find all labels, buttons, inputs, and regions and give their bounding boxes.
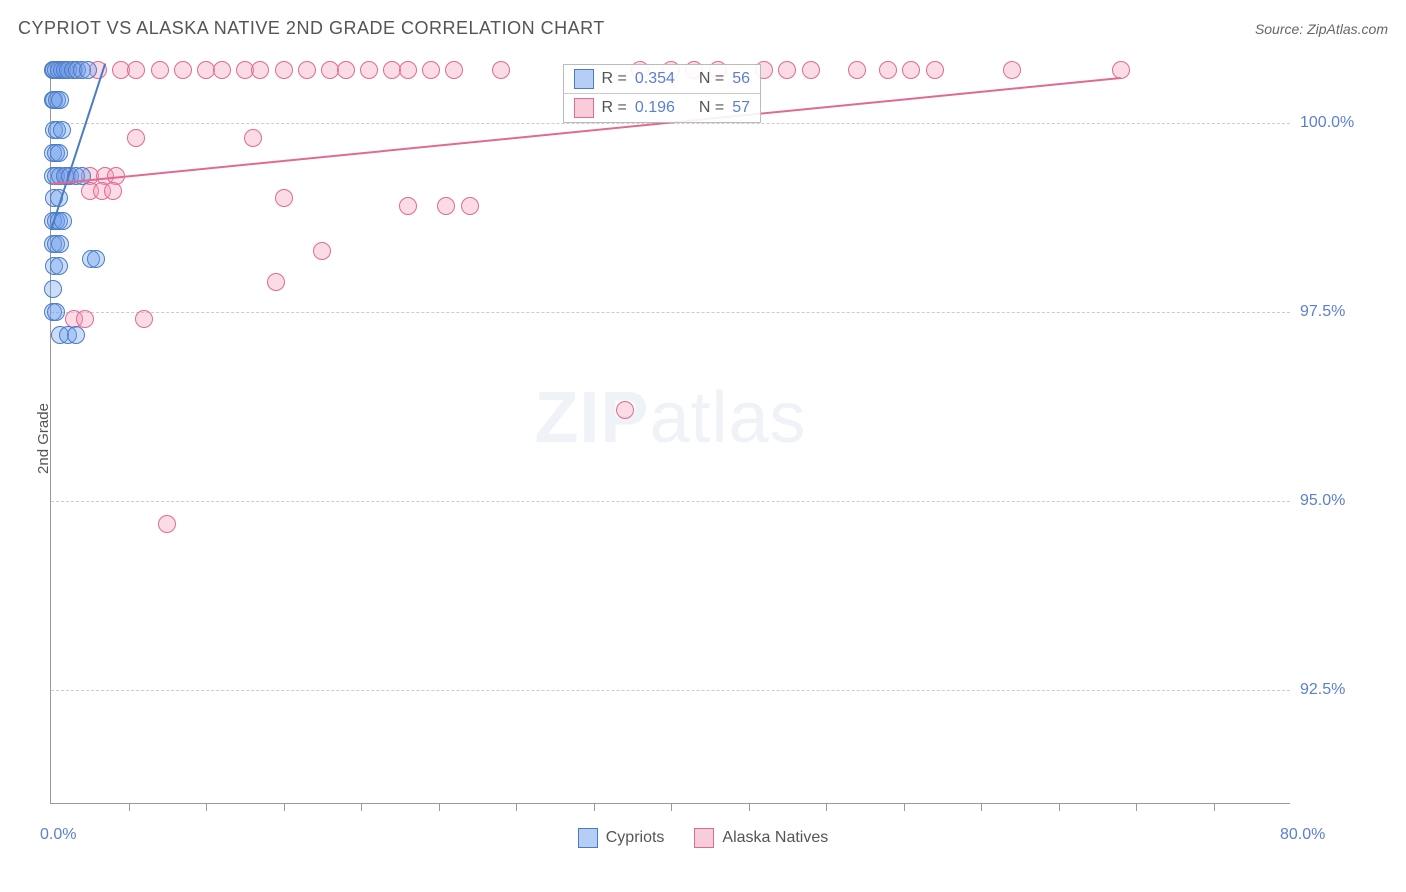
- data-point-blue: [53, 121, 71, 139]
- x-tick: [1136, 803, 1137, 811]
- chart-header: CYPRIOT VS ALASKA NATIVE 2ND GRADE CORRE…: [18, 18, 1388, 39]
- data-point-blue: [50, 257, 68, 275]
- x-tick: [671, 803, 672, 811]
- scatter-chart: ZIPatlas R = 0.354 N = 56 R = 0.196 N = 57: [50, 62, 1290, 804]
- data-point-pink: [902, 61, 920, 79]
- data-point-pink: [298, 61, 316, 79]
- data-point-pink: [267, 273, 285, 291]
- data-point-pink: [616, 401, 634, 419]
- n-value: 56: [732, 70, 750, 88]
- x-tick: [129, 803, 130, 811]
- data-point-pink: [174, 61, 192, 79]
- data-point-blue: [51, 91, 69, 109]
- data-point-blue: [67, 326, 85, 344]
- data-point-pink: [127, 61, 145, 79]
- data-point-pink: [275, 61, 293, 79]
- data-point-pink: [802, 61, 820, 79]
- stats-row-cypriots: R = 0.354 N = 56: [564, 65, 761, 93]
- data-point-pink: [399, 61, 417, 79]
- x-tick: [981, 803, 982, 811]
- x-tick: [516, 803, 517, 811]
- legend-swatch-pink: [694, 828, 714, 848]
- watermark: ZIPatlas: [534, 377, 806, 459]
- data-point-pink: [275, 189, 293, 207]
- data-point-pink: [399, 197, 417, 215]
- gridline-h: [51, 312, 1290, 313]
- data-point-pink: [313, 242, 331, 260]
- r-label: R =: [602, 99, 627, 117]
- x-tick: [1214, 803, 1215, 811]
- x-tick: [1059, 803, 1060, 811]
- x-tick: [594, 803, 595, 811]
- data-point-pink: [251, 61, 269, 79]
- data-point-pink: [492, 61, 510, 79]
- gridline-h: [51, 501, 1290, 502]
- n-label: N =: [699, 70, 724, 88]
- x-tick: [749, 803, 750, 811]
- data-point-pink: [158, 515, 176, 533]
- x-tick: [206, 803, 207, 811]
- x-tick: [904, 803, 905, 811]
- data-point-blue: [51, 235, 69, 253]
- legend-label: Cypriots: [606, 829, 665, 847]
- x-tick: [361, 803, 362, 811]
- y-tick-label: 97.5%: [1300, 303, 1345, 321]
- data-point-pink: [437, 197, 455, 215]
- data-point-pink: [104, 182, 122, 200]
- stats-swatch-pink: [574, 98, 594, 118]
- data-point-pink: [151, 61, 169, 79]
- gridline-h: [51, 690, 1290, 691]
- data-point-pink: [1003, 61, 1021, 79]
- data-point-blue: [47, 303, 65, 321]
- data-point-pink: [926, 61, 944, 79]
- source-attribution: Source: ZipAtlas.com: [1255, 21, 1388, 37]
- data-point-pink: [135, 310, 153, 328]
- data-point-pink: [244, 129, 262, 147]
- data-point-pink: [213, 61, 231, 79]
- y-tick-label: 95.0%: [1300, 492, 1345, 510]
- stats-swatch-blue: [574, 69, 594, 89]
- legend-label: Alaska Natives: [722, 829, 828, 847]
- x-tick: [826, 803, 827, 811]
- y-tick-label: 92.5%: [1300, 681, 1345, 699]
- chart-title: CYPRIOT VS ALASKA NATIVE 2ND GRADE CORRE…: [18, 18, 605, 39]
- data-point-blue: [44, 280, 62, 298]
- x-tick: [284, 803, 285, 811]
- stats-row-alaska_natives: R = 0.196 N = 57: [564, 93, 761, 122]
- data-point-blue: [54, 212, 72, 230]
- data-point-pink: [360, 61, 378, 79]
- bottom-legend: Cypriots Alaska Natives: [0, 828, 1406, 848]
- legend-swatch-blue: [578, 828, 598, 848]
- data-point-pink: [879, 61, 897, 79]
- data-point-pink: [127, 129, 145, 147]
- correlation-stats-box: R = 0.354 N = 56 R = 0.196 N = 57: [563, 64, 762, 123]
- data-point-pink: [422, 61, 440, 79]
- data-point-pink: [445, 61, 463, 79]
- data-point-blue: [79, 61, 97, 79]
- data-point-blue: [50, 144, 68, 162]
- n-label: N =: [699, 99, 724, 117]
- r-value: 0.354: [635, 70, 675, 88]
- data-point-blue: [87, 250, 105, 268]
- data-point-pink: [778, 61, 796, 79]
- legend-item-alaska-natives: Alaska Natives: [694, 828, 828, 848]
- n-value: 57: [732, 99, 750, 117]
- x-tick: [439, 803, 440, 811]
- data-point-pink: [848, 61, 866, 79]
- data-point-pink: [461, 197, 479, 215]
- data-point-pink: [337, 61, 355, 79]
- r-value: 0.196: [635, 99, 675, 117]
- legend-item-cypriots: Cypriots: [578, 828, 665, 848]
- data-point-pink: [1112, 61, 1130, 79]
- y-tick-label: 100.0%: [1300, 114, 1354, 132]
- r-label: R =: [602, 70, 627, 88]
